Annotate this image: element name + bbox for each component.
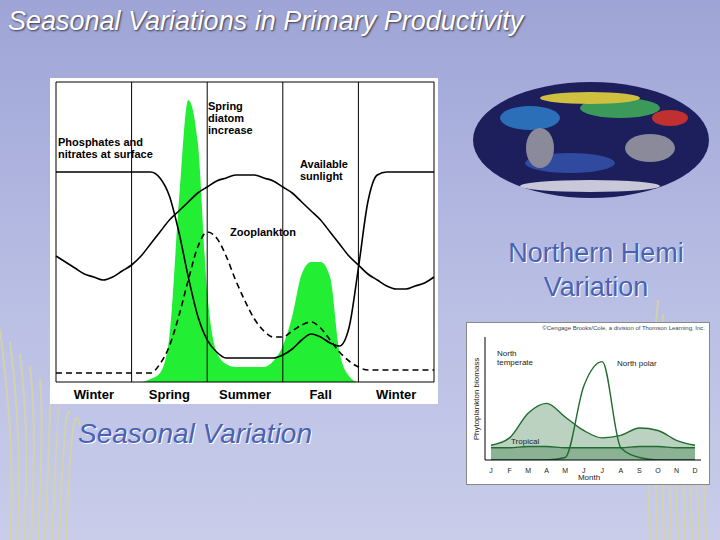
svg-text:J: J [582, 467, 586, 474]
html-text:Zooplankton: Zooplankton [230, 226, 296, 238]
svg-text:N: N [674, 467, 679, 474]
html-text:Month: Month [577, 473, 601, 482]
html-text:Spring diatom increase: Spring diatom increase [208, 100, 253, 136]
html-text:Phosphates and nitrates at sur: Phosphates and nitrates at surface [58, 136, 153, 160]
svg-text:O: O [655, 467, 661, 474]
svg-text:M: M [525, 467, 531, 474]
svg-text:Spring: Spring [149, 387, 190, 402]
svg-text:J: J [489, 467, 493, 474]
html-text:North temperate: North temperate [497, 349, 533, 367]
html-text:Seasonal Variation: Seasonal Variation [78, 418, 312, 449]
svg-text:D: D [692, 467, 697, 474]
svg-text:A: A [618, 467, 623, 474]
svg-text:J: J [601, 467, 605, 474]
svg-text:M: M [562, 467, 568, 474]
html-text:Available sunlight: Available sunlight [300, 158, 348, 182]
svg-text:Summer: Summer [219, 387, 271, 402]
html-text:Seasonal Variations in Primary: Seasonal Variations in Primary Productiv… [8, 6, 524, 36]
svg-text:Winter: Winter [74, 387, 114, 402]
svg-text:Winter: Winter [376, 387, 416, 402]
html-text:©Cengage Brooks/Cole, a divisi: ©Cengage Brooks/Cole, a division of Thom… [542, 325, 705, 331]
html-text:Northern Hemi Variation: Northern Hemi Variation [508, 238, 684, 302]
html-text:Tropical: Tropical [511, 437, 540, 446]
html-text:Phytoplankton biomass: Phytoplankton biomass [471, 357, 481, 441]
svg-text:Fall: Fall [309, 387, 331, 402]
svg-text:S: S [637, 467, 642, 474]
svg-text:F: F [507, 467, 511, 474]
html-text:North polar: North polar [617, 359, 657, 368]
svg-text:A: A [544, 467, 549, 474]
